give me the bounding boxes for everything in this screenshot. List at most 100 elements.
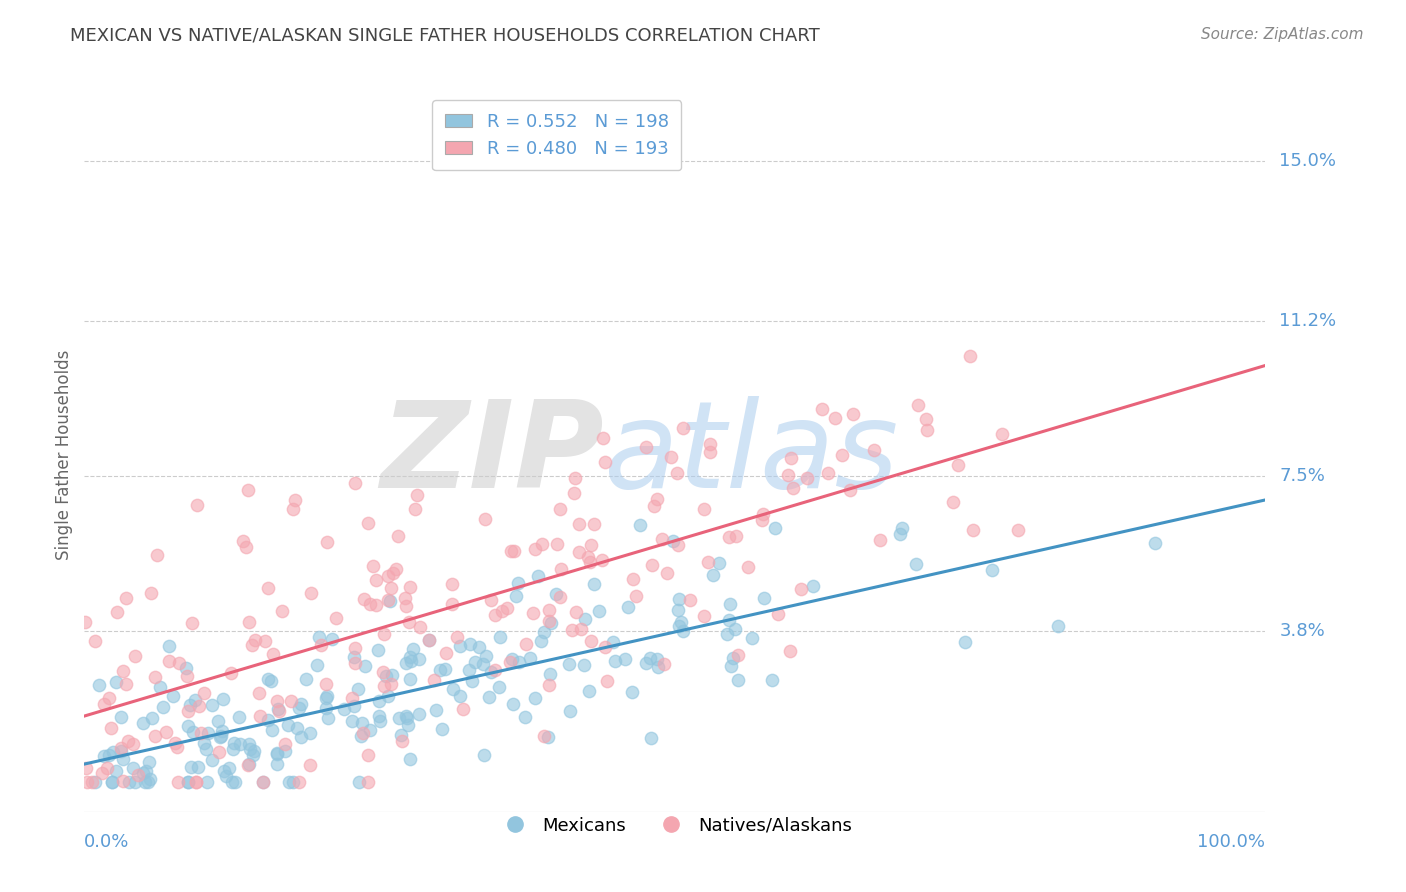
Point	[579, 538, 602, 552]
Point	[193, 686, 215, 700]
Point	[311, 638, 333, 652]
Point	[398, 650, 420, 665]
Point	[565, 605, 588, 619]
Point	[114, 677, 136, 691]
Point	[538, 615, 561, 629]
Point	[399, 752, 422, 766]
Point	[84, 634, 107, 648]
Text: Source: ZipAtlas.com: Source: ZipAtlas.com	[1201, 27, 1364, 42]
Point	[602, 634, 624, 648]
Point	[540, 615, 562, 630]
Point	[238, 757, 260, 772]
Point	[184, 775, 207, 789]
Point	[346, 681, 368, 696]
Point	[702, 567, 724, 582]
Point	[100, 775, 122, 789]
Point	[378, 593, 401, 607]
Point	[727, 648, 749, 663]
Point	[955, 634, 977, 648]
Point	[564, 471, 586, 485]
Point	[558, 657, 581, 671]
Point	[186, 775, 208, 789]
Point	[100, 721, 122, 735]
Point	[499, 655, 522, 669]
Point	[811, 401, 834, 416]
Point	[388, 711, 411, 725]
Point	[530, 537, 553, 551]
Point	[266, 747, 288, 761]
Point	[101, 745, 124, 759]
Point	[269, 704, 291, 718]
Point	[398, 718, 420, 732]
Point	[679, 592, 702, 607]
Point	[669, 615, 692, 630]
Point	[184, 693, 207, 707]
Point	[176, 669, 198, 683]
Point	[366, 598, 388, 612]
Point	[544, 586, 567, 600]
Point	[617, 600, 640, 615]
Point	[640, 558, 662, 572]
Point	[247, 686, 270, 700]
Point	[519, 650, 541, 665]
Point	[138, 755, 160, 769]
Point	[915, 424, 938, 438]
Point	[399, 580, 422, 594]
Point	[621, 685, 644, 699]
Point	[359, 597, 381, 611]
Point	[780, 450, 803, 465]
Point	[181, 615, 204, 630]
Point	[537, 678, 560, 692]
Text: 11.2%: 11.2%	[1279, 311, 1337, 330]
Point	[752, 508, 775, 522]
Point	[863, 442, 886, 457]
Point	[201, 698, 224, 712]
Point	[741, 631, 763, 645]
Point	[96, 761, 118, 775]
Point	[357, 516, 380, 531]
Point	[1046, 619, 1069, 633]
Point	[582, 577, 605, 591]
Point	[218, 761, 240, 775]
Point	[187, 760, 209, 774]
Point	[824, 411, 846, 425]
Point	[959, 349, 981, 363]
Point	[285, 721, 308, 735]
Point	[550, 591, 572, 605]
Point	[228, 710, 250, 724]
Legend: Mexicans, Natives/Alaskans: Mexicans, Natives/Alaskans	[491, 810, 859, 842]
Point	[340, 714, 363, 728]
Point	[905, 558, 928, 572]
Point	[352, 726, 374, 740]
Point	[75, 761, 97, 775]
Y-axis label: Single Father Households: Single Father Households	[55, 350, 73, 560]
Point	[425, 703, 447, 717]
Point	[377, 689, 399, 703]
Point	[266, 756, 288, 771]
Point	[666, 603, 689, 617]
Point	[817, 467, 839, 481]
Point	[373, 627, 395, 641]
Point	[778, 468, 800, 483]
Point	[141, 711, 163, 725]
Point	[761, 673, 783, 688]
Point	[666, 538, 689, 552]
Text: 3.8%: 3.8%	[1279, 623, 1324, 640]
Point	[398, 615, 420, 630]
Point	[727, 673, 749, 687]
Point	[441, 681, 464, 696]
Point	[634, 656, 657, 670]
Point	[568, 516, 591, 531]
Point	[515, 710, 537, 724]
Point	[409, 620, 432, 634]
Point	[242, 747, 264, 762]
Point	[343, 656, 366, 670]
Point	[366, 574, 388, 588]
Point	[127, 767, 149, 781]
Point	[391, 733, 413, 747]
Text: 7.5%: 7.5%	[1279, 467, 1326, 485]
Point	[121, 760, 143, 774]
Point	[418, 632, 440, 647]
Point	[367, 694, 389, 708]
Point	[229, 737, 252, 751]
